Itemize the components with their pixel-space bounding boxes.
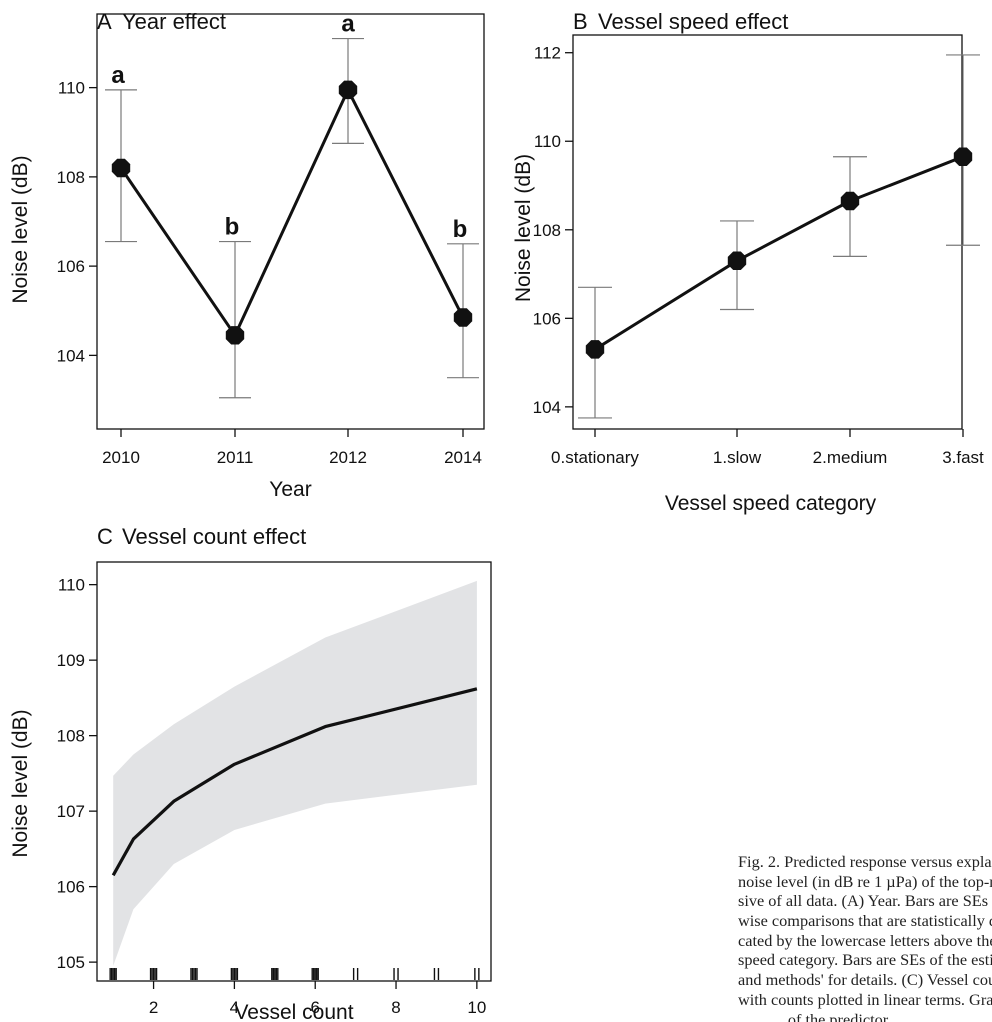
x-tick-label: 2 — [149, 998, 158, 1017]
x-tick-label: 4 — [230, 998, 239, 1017]
panel-letter: B — [573, 9, 588, 34]
x-tick-label: 2012 — [329, 448, 367, 467]
fitted-line — [111, 687, 478, 877]
x-axis-label: Year — [269, 478, 311, 501]
significance-letter: a — [341, 11, 355, 38]
confidence-band — [113, 580, 477, 966]
data-point — [453, 308, 473, 327]
panel-title: Vessel count effect — [122, 524, 306, 549]
significance-letter: b — [453, 216, 468, 243]
caption-line: Fig. 2. Predicted response versus explan… — [738, 852, 992, 871]
x-tick-label: 8 — [391, 998, 400, 1017]
x-axis-label: Vessel count — [234, 1001, 353, 1022]
x-tick-label: 1.slow — [713, 448, 762, 467]
caption-line: speed category. Bars are SEs of the esti… — [738, 950, 992, 970]
caption-line: wise comparisons that are statistically … — [738, 911, 992, 931]
panel-a: 104 106 108 110 2010 2011 2012 2014 a b a b A Year ef… — [9, 9, 485, 501]
data-point — [338, 80, 358, 100]
significance-letter: b — [225, 214, 240, 241]
x-tick-label: 2010 — [102, 448, 140, 467]
y-tick-label: 106 — [57, 878, 85, 897]
caption-line: sive of all data. (A) Year. Bars are SEs… — [738, 891, 992, 911]
x-tick-label: 2.medium — [813, 448, 888, 467]
caption-line: with counts plotted in linear terms. Gra… — [738, 989, 992, 1009]
caption-line: and methods' for details. (C) Vessel cou… — [738, 970, 992, 990]
data-point — [840, 191, 860, 211]
significance-letter: a — [111, 62, 125, 89]
y-tick-label: 110 — [534, 132, 561, 151]
y-tick-label: 105 — [57, 953, 85, 972]
y-axis-label: Noise level (dB) — [512, 154, 535, 302]
y-tick-label: 108 — [533, 221, 561, 240]
plot-frame — [96, 13, 485, 430]
y-tick-label: 104 — [57, 346, 85, 365]
x-tick-label: 0.stationary — [551, 448, 639, 467]
caption-line: of the predictor — [787, 1009, 889, 1022]
y-tick-label: 107 — [57, 802, 85, 821]
data-point — [111, 158, 131, 178]
panel-c: 105 106 107 108 109 110 2 4 6 8 10 C Vessel count ef… — [9, 524, 492, 1022]
y-axis-label: Noise level (dB) — [9, 155, 32, 303]
y-tick-label: 104 — [533, 398, 561, 417]
figure-caption: Fig. 2. Predicted response versus expla n… — [738, 852, 992, 1022]
y-tick-label: 108 — [57, 168, 85, 187]
panel-letter: C — [97, 524, 113, 549]
caption-line: noise level (in dB re 1 µPa) of the top-… — [738, 871, 992, 891]
x-tick-label: 10 — [467, 998, 486, 1017]
plot-frame — [96, 561, 492, 982]
panel-letter: A — [97, 9, 112, 34]
y-tick-label: 106 — [533, 309, 561, 328]
x-axis-label: Vessel speed category — [665, 492, 877, 515]
y-tick-label: 110 — [58, 576, 85, 595]
series-line — [594, 155, 964, 351]
panel-b: 104 106 108 110 112 0.stationary 1.slow 2.mediu… — [512, 9, 984, 515]
y-tick-label: 112 — [534, 44, 561, 63]
y-tick-label: 106 — [57, 257, 85, 276]
data-point — [953, 147, 973, 166]
caption-line: cated by the lowercase letters above the… — [738, 930, 992, 950]
panel-title: Year effect — [122, 9, 226, 34]
data-point — [585, 340, 605, 359]
data-point — [727, 251, 747, 270]
y-tick-label: 110 — [58, 79, 85, 98]
y-tick-label: 109 — [57, 651, 85, 670]
x-tick-label: 2014 — [444, 448, 482, 467]
data-point — [225, 326, 245, 345]
y-axis-label: Noise level (dB) — [9, 709, 32, 857]
x-tick-label: 2011 — [217, 448, 254, 467]
panel-title: Vessel speed effect — [598, 9, 788, 34]
series-line — [119, 88, 465, 337]
plot-frame — [572, 34, 963, 430]
x-tick-label: 3.fast — [942, 448, 984, 467]
y-tick-label: 108 — [57, 727, 85, 746]
x-tick-label: 6 — [310, 998, 319, 1017]
